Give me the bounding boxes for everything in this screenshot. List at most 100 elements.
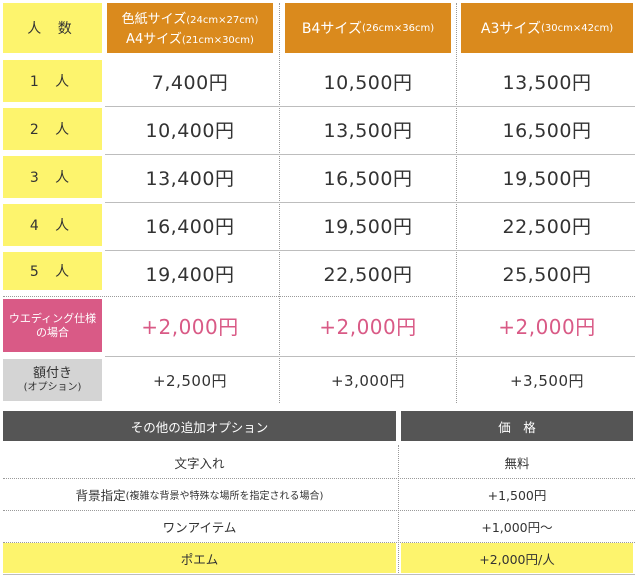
price-value: +2,500円 [152,371,227,390]
option-row-price: +1,500円 [401,479,633,509]
a4-size: (21cm×30cm) [181,35,254,46]
a3-label: A3サイズ [480,21,541,37]
option-row-name-highlight: ポエム [3,543,396,573]
row-label: 2 人 [29,122,76,138]
b4-label: B4サイズ [301,21,362,37]
price-1-a3: 13,500円 [461,60,633,102]
people-header: 人 数 [3,3,102,53]
price-5-a3: 25,500円 [461,252,633,294]
option-note: (複雑な背景や特殊な場所を指定される場合) [125,490,324,502]
option-price: +1,500円 [487,487,547,503]
option-price: 無料 [504,455,530,471]
price-value: 19,500円 [502,167,592,190]
wedding-price-shikishi: +2,000円 [107,299,273,352]
price-2-shikishi: 10,400円 [107,108,273,150]
price-value: 10,500円 [323,71,413,94]
b4-size: (26cm×36cm) [361,22,435,34]
price-value: +2,000円 [498,315,596,339]
row-divider [105,202,635,203]
option-price: +2,000円/人 [479,551,555,567]
row-divider [105,356,635,357]
price-1-b4: 10,500円 [285,60,451,102]
price-value: 16,400円 [145,215,235,238]
options-row-divider [3,510,635,511]
options-bottom-border [3,574,635,575]
option-name: 背景指定 [75,487,126,503]
price-value: 16,500円 [502,119,592,142]
price-value: 16,500円 [323,167,413,190]
option-row-name: 背景指定 (複雑な背景や特殊な場所を指定される場合) [3,479,396,509]
options-row-divider [3,478,635,479]
price-value: 13,500円 [323,119,413,142]
size-header-b4: B4サイズ (26cm×36cm) [285,3,451,53]
row-label: 3 人 [29,170,76,186]
price-2-a3: 16,500円 [461,108,633,150]
row-divider [105,250,635,251]
price-4-b4: 19,500円 [285,204,451,246]
a4-label: A4サイズ [126,32,182,47]
price-value: +2,000円 [319,315,417,339]
price-value: +3,500円 [509,371,584,390]
price-value: 19,400円 [145,263,235,286]
price-3-shikishi: 13,400円 [107,156,273,198]
a3-size: (30cm×42cm) [540,22,614,34]
frame-label: 額付き (オプション) [3,359,102,401]
options-header-price: 価 格 [401,411,633,441]
wedding-label-line2: の場合 [36,325,69,339]
frame-price-shikishi: +2,500円 [107,359,273,401]
wedding-price-b4: +2,000円 [285,299,451,352]
wedding-label: ウエディング仕様 の場合 [3,299,102,352]
people-label-1: 1 人 [3,60,102,102]
price-3-b4: 16,500円 [285,156,451,198]
price-value: 13,400円 [145,167,235,190]
row-label: 4 人 [29,218,76,234]
shikishi-label: 色紙サイズ [121,11,187,27]
price-1-shikishi: 7,400円 [107,60,273,102]
option-name: 文字入れ [174,455,225,471]
option-row-name: ワンアイテム [3,511,396,541]
row-divider-dotted [3,296,635,297]
price-value: 10,400円 [145,119,235,142]
price-3-a3: 19,500円 [461,156,633,198]
option-name: ポエム [180,551,219,567]
people-label-4: 4 人 [3,204,102,246]
row-label: 1 人 [29,74,76,90]
wedding-price-a3: +2,000円 [461,299,633,352]
price-4-a3: 22,500円 [461,204,633,246]
column-divider [279,3,280,403]
price-value: 22,500円 [323,263,413,286]
people-header-label: 人 数 [27,21,78,37]
column-divider [456,3,457,403]
shikishi-size: (24cm×27cm) [186,14,259,26]
people-label-3: 3 人 [3,156,102,198]
frame-label-line1: 額付き [32,365,72,381]
option-row-price: 無料 [401,447,633,477]
frame-price-a3: +3,500円 [461,359,633,401]
size-header-a3: A3サイズ (30cm×42cm) [461,3,633,53]
size-header-shikishi-a4: 色紙サイズ(24cm×27cm) A4サイズ(21cm×30cm) [107,3,273,53]
price-value: 13,500円 [502,71,592,94]
option-name: ワンアイテム [162,519,237,535]
options-header-price-text: 価 格 [498,419,536,435]
wedding-label-line1: ウエディング仕様 [8,311,97,325]
price-4-shikishi: 16,400円 [107,204,273,246]
frame-price-b4: +3,000円 [285,359,451,401]
price-value: 25,500円 [502,263,592,286]
option-row-name: 文字入れ [3,447,396,477]
price-5-shikishi: 19,400円 [107,252,273,294]
frame-label-line2: (オプション) [23,381,82,393]
price-value: +3,000円 [330,371,405,390]
options-header-name-text: その他の追加オプション [130,419,269,435]
options-header-name: その他の追加オプション [3,411,396,441]
people-label-5: 5 人 [3,252,102,290]
price-5-b4: 22,500円 [285,252,451,294]
price-value: +2,000円 [141,315,239,339]
price-2-b4: 13,500円 [285,108,451,150]
option-row-price: +1,000円〜 [401,511,633,541]
people-label-2: 2 人 [3,108,102,150]
price-value: 7,400円 [151,71,229,94]
row-divider [105,154,635,155]
price-value: 22,500円 [502,215,592,238]
row-label: 5 人 [29,264,76,280]
option-row-price-highlight: +2,000円/人 [401,543,633,573]
